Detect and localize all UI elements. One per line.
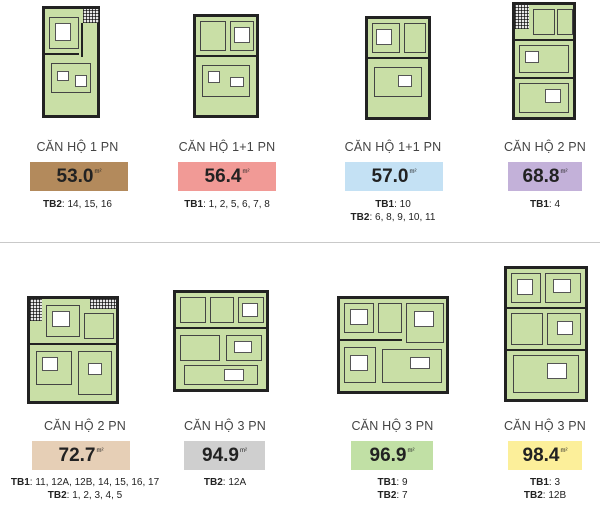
floor-list: TB1: 11, 12A, 12B, 14, 15, 16, 17 TB2: 1… bbox=[10, 477, 160, 501]
unit-card: CĂN HỘ 1+1 PN 57.0 m² TB1: 10 TB2: 6, 8, … bbox=[333, 0, 453, 225]
unit-card: CĂN HỘ 1 PN 53.0 m² TB2: 14, 15, 16 bbox=[20, 0, 135, 215]
area-value: 96.9 bbox=[369, 444, 407, 466]
tower-label: TB1 bbox=[184, 199, 204, 210]
floor-list: TB1: 4 bbox=[529, 199, 561, 210]
floor-plan bbox=[512, 2, 576, 120]
area-unit: m² bbox=[409, 168, 417, 175]
tower-label: TB1 bbox=[377, 477, 397, 488]
tower-label: TB2 bbox=[47, 490, 67, 501]
tower-label: TB2 bbox=[203, 477, 223, 488]
tower-label: TB2 bbox=[43, 199, 62, 210]
unit-card: CĂN HỘ 3 PN 96.9 m² TB1: 9 TB2: 7 bbox=[330, 290, 455, 507]
floor-numbers: 7 bbox=[401, 490, 408, 501]
unit-type: CĂN HỘ 2 PN bbox=[43, 419, 127, 433]
tower-label: TB1 bbox=[375, 199, 395, 210]
tower-label: TB1 bbox=[10, 477, 30, 488]
unit-card: CĂN HỘ 2 PN 68.8 m² TB1: 4 bbox=[490, 0, 600, 215]
area-value: 94.9 bbox=[202, 444, 239, 466]
area-badge: 72.7 m² bbox=[32, 441, 130, 470]
floor-list: TB1: 9 TB2: 7 bbox=[377, 477, 408, 501]
area-unit: m² bbox=[560, 168, 568, 175]
floor-list: TB2: 14, 15, 16 bbox=[43, 199, 112, 210]
floor-plan bbox=[193, 14, 259, 118]
area-value: 53.0 bbox=[56, 165, 94, 187]
unit-type: CĂN HỘ 1+1 PN bbox=[178, 140, 276, 154]
floor-numbers: 9 bbox=[401, 477, 408, 488]
area-badge: 94.9 m² bbox=[184, 441, 265, 470]
floor-plan bbox=[27, 296, 119, 404]
floor-list: TB1: 3 TB2: 12B bbox=[523, 477, 567, 501]
unit-type: CĂN HỘ 1+1 PN bbox=[344, 140, 442, 154]
floor-numbers: 6, 8, 9, 10, 11 bbox=[375, 212, 436, 223]
area-badge: 96.9 m² bbox=[351, 441, 433, 470]
area-unit: m² bbox=[407, 447, 415, 454]
tower-label: TB2 bbox=[377, 490, 397, 501]
area-unit: m² bbox=[96, 447, 104, 454]
unit-type: CĂN HỘ 3 PN bbox=[503, 419, 587, 433]
unit-type: CĂN HỘ 1 PN bbox=[36, 140, 119, 154]
area-unit: m² bbox=[560, 447, 568, 454]
unit-card: CĂN HỘ 2 PN 72.7 m² TB1: 11, 12A, 12B, 14… bbox=[11, 290, 159, 507]
floor-numbers: 10 bbox=[399, 199, 411, 210]
floor-plan bbox=[504, 266, 588, 402]
floor-numbers: 1, 2, 5, 6, 7, 8 bbox=[208, 199, 270, 210]
unit-card: CĂN HỘ 3 PN 94.9 m² TB2: 12A bbox=[170, 290, 280, 507]
floor-plan bbox=[42, 6, 100, 118]
floor-numbers: 14, 15, 16 bbox=[67, 199, 112, 210]
floor-list: TB1: 1, 2, 5, 6, 7, 8 bbox=[184, 199, 270, 210]
unit-card: CĂN HỘ 1+1 PN 56.4 m² TB1: 1, 2, 5, 6, 7,… bbox=[167, 0, 287, 215]
tower-label: TB2 bbox=[350, 212, 370, 223]
area-unit: m² bbox=[239, 447, 247, 454]
area-badge: 53.0 m² bbox=[30, 162, 128, 191]
tower-label: TB1 bbox=[529, 199, 549, 210]
unit-type: CĂN HỘ 3 PN bbox=[351, 419, 434, 433]
area-value: 98.4 bbox=[522, 444, 560, 466]
floor-numbers: 12B bbox=[548, 490, 567, 501]
floor-numbers: 3 bbox=[554, 477, 561, 488]
area-value: 68.8 bbox=[522, 165, 560, 187]
floor-numbers: 11, 12A, 12B, 14, 15, 16, 17 bbox=[35, 477, 160, 488]
area-badge: 57.0 m² bbox=[345, 162, 443, 191]
floor-numbers: 4 bbox=[554, 199, 561, 210]
floor-list: TB1: 10 TB2: 6, 8, 9, 10, 11 bbox=[350, 199, 436, 223]
area-badge: 56.4 m² bbox=[178, 162, 276, 191]
area-badge: 68.8 m² bbox=[508, 162, 582, 191]
area-value: 56.4 bbox=[204, 165, 242, 187]
area-value: 57.0 bbox=[371, 165, 409, 187]
floor-plan bbox=[365, 16, 431, 120]
unit-card: CĂN HỘ 3 PN 98.4 m² TB1: 3 TB2: 12B bbox=[490, 266, 600, 507]
floor-list: TB2: 12A bbox=[203, 477, 247, 488]
section-divider bbox=[0, 242, 600, 243]
unit-type: CĂN HỘ 3 PN bbox=[183, 419, 267, 433]
area-badge: 98.4 m² bbox=[508, 441, 582, 470]
tower-label: TB2 bbox=[523, 490, 543, 501]
area-value: 72.7 bbox=[58, 444, 96, 466]
area-unit: m² bbox=[94, 168, 102, 175]
area-unit: m² bbox=[242, 168, 250, 175]
tower-label: TB1 bbox=[529, 477, 549, 488]
floor-numbers: 1, 2, 3, 4, 5 bbox=[72, 490, 123, 501]
unit-type: CĂN HỘ 2 PN bbox=[503, 140, 587, 154]
floor-plan bbox=[337, 296, 449, 394]
floor-numbers: 12A bbox=[228, 477, 247, 488]
floor-plan bbox=[173, 290, 269, 392]
